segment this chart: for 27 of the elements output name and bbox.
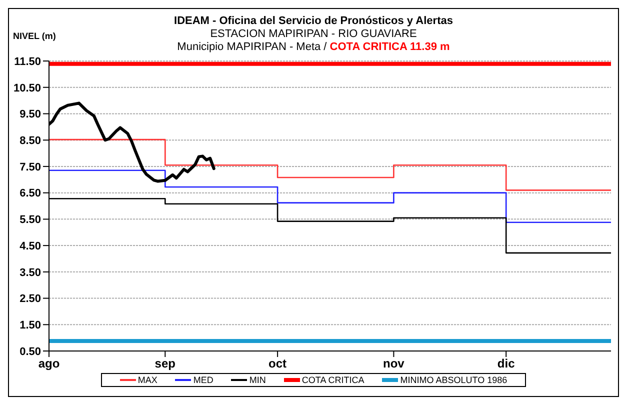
legend-label: MIN	[248, 375, 266, 385]
legend-label: MED	[192, 375, 214, 385]
text: COTA CRITICA 11.39 m	[330, 41, 450, 53]
x-tick-label: ago	[38, 356, 60, 371]
legend-label: MINIMO ABSOLUTO 1986	[399, 375, 508, 385]
x-tick-label: nov	[383, 356, 405, 371]
legend-label: COTA CRITICA	[300, 375, 364, 385]
y-tick-label: 6.50	[20, 188, 41, 200]
y-tick-label: 3.50	[20, 266, 41, 279]
y-tick-label: 5.50	[20, 214, 41, 226]
y-tick-label: 9.50	[20, 108, 41, 121]
y-tick-label: 2.50	[20, 293, 41, 306]
x-tick-label: oct	[268, 356, 287, 371]
legend-label: MAX	[136, 375, 158, 385]
x-tick-label: dic	[497, 356, 516, 371]
chart-subtitle: ESTACION MAPIRIPAN - RIO GUAVIARE	[210, 28, 417, 40]
y-tick-label: 4.50	[20, 240, 41, 252]
y-tick-label: 0.50	[20, 346, 41, 358]
y-tick-label: 10.50	[13, 82, 41, 94]
chart-title: IDEAM - Oficina del Servicio de Pronósticos y Alertas	[173, 15, 454, 28]
y-tick-label: 8.50	[20, 134, 41, 147]
y-axis-title: NIVEL (m)	[13, 31, 56, 41]
text: Municipio MAPIRIPAN - Meta /	[177, 41, 328, 53]
y-tick-label: 1.50	[20, 320, 41, 332]
x-tick-label: sep	[154, 356, 176, 371]
y-tick-label: 11.50	[14, 56, 41, 68]
y-tick-label: 7.50	[20, 161, 41, 174]
